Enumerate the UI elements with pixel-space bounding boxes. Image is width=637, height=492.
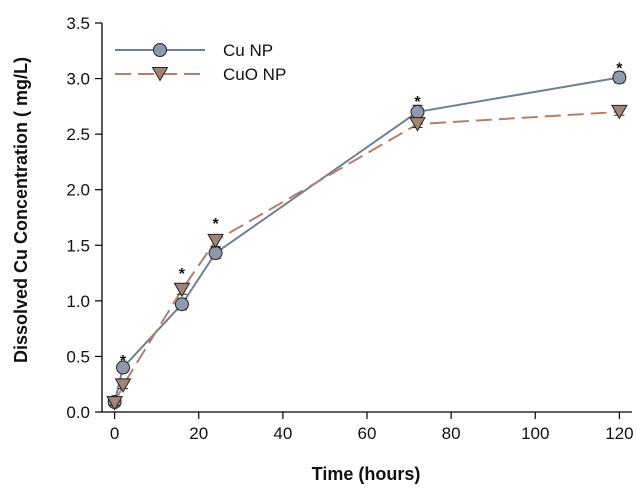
significance-marker: * xyxy=(120,353,127,370)
significance-marker: * xyxy=(212,216,219,233)
x-tick-label: 80 xyxy=(442,424,461,443)
y-axis-title: Dissolved Cu Concentration ( mg/L) xyxy=(11,57,31,363)
series-cu-np xyxy=(107,70,627,409)
x-tick-label: 60 xyxy=(358,424,377,443)
legend-entry: Cu NP xyxy=(115,41,273,60)
y-tick-label: 3.5 xyxy=(66,14,90,33)
x-tick-label: 0 xyxy=(110,424,119,443)
series-layer xyxy=(106,70,628,411)
x-tick-label: 100 xyxy=(521,424,549,443)
data-point xyxy=(611,104,628,120)
legend-marker xyxy=(151,67,169,82)
annotation-layer: * * * * * xyxy=(120,60,623,369)
series-line xyxy=(113,110,620,404)
data-point xyxy=(612,70,627,85)
y-tick-label: 0.5 xyxy=(66,347,90,366)
data-point xyxy=(114,378,132,393)
y-tick-label: 3.0 xyxy=(66,70,90,89)
data-point xyxy=(174,297,189,312)
legend-marker xyxy=(153,43,167,57)
legend-label: CuO NP xyxy=(223,65,286,84)
series-line xyxy=(113,76,620,403)
significance-marker: * xyxy=(179,266,186,283)
x-tick-label: 40 xyxy=(273,424,292,443)
y-tick-label: 1.0 xyxy=(66,292,90,311)
y-tick-label: 2.0 xyxy=(66,181,90,200)
x-tick-label: 120 xyxy=(605,424,633,443)
data-point xyxy=(116,360,131,375)
data-point xyxy=(409,117,426,132)
significance-marker: * xyxy=(616,60,623,77)
y-tick-label: 2.5 xyxy=(66,125,90,144)
series-cuo-np xyxy=(106,104,628,411)
x-tick-label: 20 xyxy=(189,424,208,443)
legend-label: Cu NP xyxy=(223,41,273,60)
y-tick-label: 0.0 xyxy=(66,403,90,422)
data-point xyxy=(173,282,191,298)
x-axis-title: Time (hours) xyxy=(312,464,421,484)
significance-marker: * xyxy=(414,94,421,111)
legend: Cu NP CuO NP xyxy=(115,41,286,84)
legend-entry: CuO NP xyxy=(115,65,286,84)
data-point xyxy=(208,246,223,261)
data-point xyxy=(106,396,123,411)
axes: 0 20 40 60 80 100 120 0.0 0.5 1.0 1.5 2.0 2.5 3.0 3.5 xyxy=(66,14,633,443)
data-point xyxy=(207,233,224,249)
y-tick-label: 1.5 xyxy=(66,236,90,255)
